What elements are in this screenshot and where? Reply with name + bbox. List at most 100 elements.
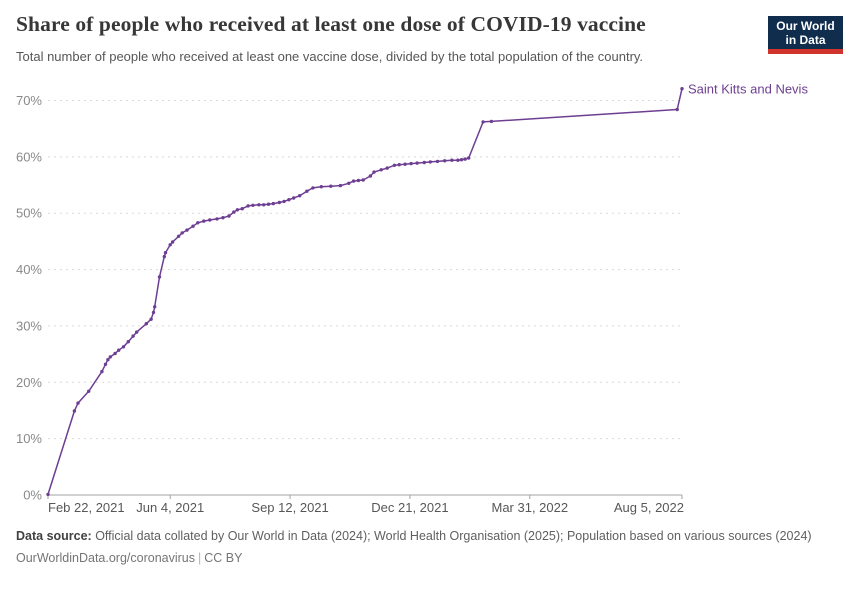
data-point: [153, 305, 157, 309]
data-point: [196, 221, 200, 225]
data-point: [221, 216, 225, 220]
data-point: [428, 160, 432, 164]
x-tick-label: Jun 4, 2021: [136, 500, 204, 515]
owid-coronavirus-link[interactable]: OurWorldinData.org/coronavirus: [16, 551, 196, 565]
data-point: [379, 168, 383, 172]
data-point: [481, 120, 485, 124]
data-point: [180, 231, 184, 235]
data-point: [208, 218, 212, 222]
data-point: [450, 158, 454, 162]
data-point: [409, 161, 413, 166]
data-point: [157, 275, 162, 279]
data-point: [113, 351, 117, 356]
data-point: [277, 200, 281, 205]
y-tick-label: 50%: [16, 206, 42, 221]
x-tick-label: Feb 22, 2021: [48, 500, 125, 515]
data-point: [257, 203, 261, 207]
data-point: [151, 310, 156, 315]
owid-logo-line1: Our World: [776, 19, 835, 33]
y-tick-label: 10%: [16, 431, 42, 446]
data-point: [176, 234, 181, 238]
data-point: [87, 389, 91, 393]
data-point: [76, 401, 80, 405]
data-point: [282, 199, 286, 204]
data-point: [185, 228, 189, 232]
data-point: [135, 330, 139, 334]
data-point: [287, 198, 291, 202]
data-point: [456, 158, 460, 162]
data-point: [168, 243, 172, 247]
data-point: [271, 201, 275, 206]
y-tick-label: 70%: [16, 93, 42, 108]
data-point: [435, 159, 440, 164]
data-point: [144, 322, 148, 326]
data-point: [459, 158, 464, 162]
x-tick-label: Aug 5, 2022: [614, 500, 684, 515]
data-point: [240, 207, 244, 211]
data-point: [338, 183, 343, 188]
data-point: [361, 178, 365, 182]
data-point: [246, 204, 250, 208]
data-point: [489, 119, 494, 124]
data-point: [311, 186, 315, 190]
owid-logo-line2: in Data: [785, 33, 826, 47]
data-point: [463, 157, 467, 161]
data-point: [356, 178, 361, 183]
data-point: [266, 202, 271, 206]
data-point: [100, 369, 104, 374]
line-chart[interactable]: 0% 10% 20% 30% 40% 50% 60% 70% Feb 22, 2021 Jun 4…: [0, 73, 850, 523]
data-point: [227, 214, 231, 218]
separator: |: [198, 551, 202, 565]
data-source-label: Data source:: [16, 529, 92, 543]
data-point: [235, 208, 240, 212]
data-point: [149, 317, 153, 321]
data-point: [103, 362, 108, 366]
data-point: [372, 170, 376, 174]
data-point: [170, 240, 175, 244]
entity-label: Saint Kitts and Nevis: [688, 82, 808, 97]
data-point: [117, 348, 121, 352]
data-point: [262, 203, 266, 207]
x-tick-label: Sep 12, 2021: [251, 500, 328, 515]
y-tick-label: 30%: [16, 318, 42, 333]
data-point: [106, 358, 110, 362]
data-point: [46, 492, 50, 497]
data-point: [72, 409, 77, 413]
data-point: [347, 181, 351, 185]
data-point: [351, 179, 356, 183]
data-point: [403, 162, 407, 166]
data-point: [108, 355, 113, 359]
data-point: [319, 185, 323, 189]
data-point: [385, 166, 389, 170]
data-point: [162, 254, 166, 259]
chart-subtitle: Total number of people who received at l…: [16, 49, 644, 64]
y-tick-label: 0%: [23, 488, 42, 503]
data-point: [675, 107, 679, 112]
data-point: [202, 219, 206, 223]
data-source-text: Official data collated by Our World in D…: [91, 529, 812, 543]
data-point: [422, 160, 426, 165]
x-tick-label: Mar 31, 2022: [491, 500, 568, 515]
owid-logo: Our World in Data: [768, 16, 843, 54]
data-point: [121, 345, 126, 349]
page-title: Share of people who received at least on…: [16, 12, 646, 36]
data-point: [392, 163, 397, 167]
data-point: [251, 203, 255, 207]
license-label: CC BY: [204, 551, 243, 565]
data-point: [680, 87, 684, 91]
data-point: [298, 194, 302, 198]
data-source-line: Data source: Official data collated by O…: [16, 528, 820, 545]
y-tick-label: 40%: [16, 262, 42, 277]
y-tick-label: 60%: [16, 149, 42, 164]
data-point: [305, 189, 309, 193]
data-point: [292, 196, 296, 200]
data-point: [443, 159, 447, 163]
license-line: OurWorldinData.org/coronavirus | CC BY: [16, 550, 820, 567]
data-point: [415, 161, 419, 165]
data-point: [329, 184, 333, 188]
chart-footer: Data source: Official data collated by O…: [16, 528, 820, 567]
data-point: [215, 217, 219, 221]
data-point: [191, 224, 195, 228]
data-point: [126, 340, 130, 344]
